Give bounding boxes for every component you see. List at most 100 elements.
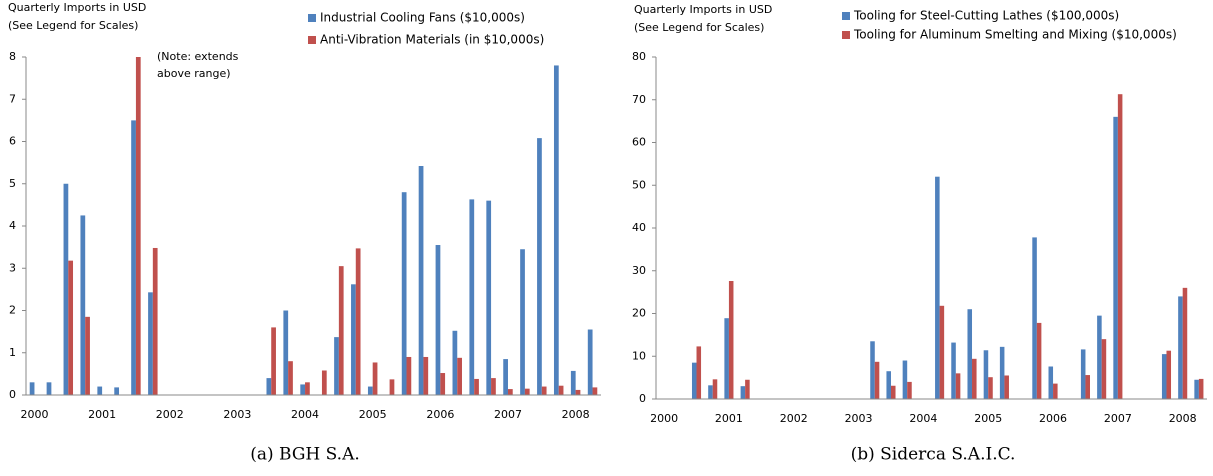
x-tick-label: 2008 <box>562 408 590 421</box>
bar <box>135 57 141 395</box>
x-tick-label: 2004 <box>909 412 937 425</box>
y-tick-label: 1 <box>9 346 16 359</box>
bar <box>507 389 513 395</box>
bar <box>907 381 912 399</box>
bar <box>1194 379 1199 399</box>
x-tick-label: 2008 <box>1169 412 1197 425</box>
bar <box>491 378 496 395</box>
legend-label: Anti-Vibration Materials (in $10,000s) <box>320 33 544 47</box>
y-tick-label: 0 <box>9 388 16 401</box>
bar <box>708 385 713 399</box>
bar <box>367 386 373 395</box>
bar <box>300 384 306 395</box>
y-tick-label: 3 <box>9 261 16 274</box>
bar <box>712 379 718 399</box>
x-tick-label: 2007 <box>494 408 522 421</box>
x-tick-label: 2000 <box>650 412 678 425</box>
bar <box>1004 375 1009 399</box>
bar <box>351 284 356 395</box>
bar <box>592 387 598 395</box>
x-tick-label: 2001 <box>88 408 116 421</box>
bar <box>474 378 479 395</box>
bar <box>266 378 272 395</box>
bar <box>1036 322 1042 399</box>
bar <box>1032 237 1037 399</box>
bar <box>406 356 412 395</box>
bar <box>967 309 973 399</box>
bar <box>870 341 875 399</box>
bar <box>457 357 462 395</box>
bar <box>541 386 547 395</box>
legend-label: Tooling for Steel-Cutting Lathes ($100,0… <box>853 9 1119 23</box>
bar <box>1198 378 1204 399</box>
bar <box>1048 366 1054 399</box>
x-tick-label: 2001 <box>715 412 743 425</box>
y-tick-label: 5 <box>9 177 16 190</box>
bar <box>423 356 429 395</box>
x-tick-label: 2005 <box>974 412 1002 425</box>
bar <box>148 292 153 395</box>
bar <box>745 379 750 399</box>
caption: (a) BGH S.A. <box>250 445 360 465</box>
x-tick-label: 2003 <box>223 408 251 421</box>
bar <box>1080 349 1086 399</box>
bar <box>131 120 136 395</box>
bar <box>696 346 702 399</box>
bar <box>1097 315 1102 399</box>
bar <box>80 215 86 395</box>
bar <box>1113 116 1118 399</box>
bar <box>972 358 977 399</box>
bar <box>1117 94 1123 399</box>
bar <box>486 200 492 395</box>
bar <box>452 330 458 395</box>
bar <box>435 245 441 395</box>
x-tick-label: 2006 <box>426 408 454 421</box>
x-tick-label: 2006 <box>1039 412 1067 425</box>
bar <box>724 318 729 399</box>
bar <box>1182 287 1188 399</box>
bar <box>524 388 530 395</box>
bar <box>902 360 908 399</box>
chart-subtitle: (See Legend for Scales) <box>634 21 764 34</box>
bar <box>999 346 1005 399</box>
y-tick-label: 4 <box>9 219 16 232</box>
y-tick-label: 30 <box>632 264 646 277</box>
bar <box>1178 296 1183 399</box>
caption: (b) Siderca S.A.I.C. <box>851 445 1016 465</box>
y-tick-label: 50 <box>632 178 646 191</box>
bar <box>338 266 344 395</box>
bar <box>68 260 74 395</box>
bar <box>691 362 697 399</box>
legend-swatch <box>842 31 850 39</box>
bar <box>955 373 961 399</box>
bar <box>537 138 542 395</box>
bar <box>874 361 880 399</box>
bar <box>63 183 69 395</box>
bar <box>575 389 581 395</box>
bar <box>1053 383 1058 399</box>
bar <box>469 199 475 395</box>
chart-title: Quarterly Imports in USD <box>8 1 146 14</box>
y-tick-label: 60 <box>632 136 646 149</box>
y-tick-label: 8 <box>9 50 16 63</box>
y-tick-label: 70 <box>632 93 646 106</box>
bar <box>886 371 891 399</box>
bar <box>587 329 593 395</box>
bar <box>152 247 158 395</box>
bar <box>503 359 508 395</box>
bar <box>418 166 424 395</box>
x-tick-label: 2003 <box>845 412 873 425</box>
annotation: above range) <box>157 67 231 80</box>
bar <box>939 305 945 399</box>
bar <box>29 382 35 395</box>
bar <box>890 385 896 399</box>
x-tick-label: 2004 <box>291 408 319 421</box>
bar <box>1101 339 1107 399</box>
y-tick-label: 7 <box>9 92 16 105</box>
bar <box>553 65 559 395</box>
x-tick-label: 2000 <box>20 408 48 421</box>
bar <box>97 386 103 395</box>
y-tick-label: 6 <box>9 135 16 148</box>
bar <box>321 370 327 395</box>
